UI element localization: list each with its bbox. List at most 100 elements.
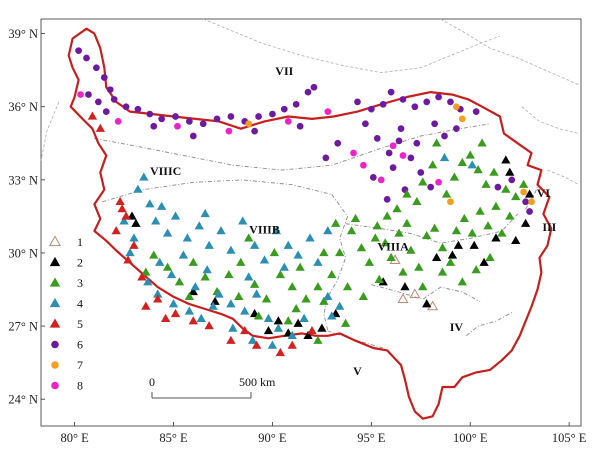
station-class-4-marker	[139, 172, 149, 181]
station-class-3-marker	[162, 262, 173, 271]
station-class-3-marker	[518, 179, 529, 188]
station-class-8-marker	[360, 161, 367, 169]
station-class-4-marker	[162, 228, 173, 237]
longitude-tick-label: 105° E	[552, 431, 587, 445]
station-class-3-marker	[489, 167, 499, 176]
station-class-3-marker	[418, 177, 428, 186]
station-class-2-marker	[505, 167, 515, 176]
station-class-4-marker	[228, 323, 238, 332]
station-class-4-marker	[293, 250, 303, 259]
legend-label-1: 1	[77, 235, 83, 249]
station-class-3-marker	[398, 267, 408, 276]
station-class-3-marker	[412, 196, 422, 205]
station-class-5-marker	[160, 313, 171, 322]
station-class-6-marker	[296, 122, 304, 130]
latitude-tick-label: 24° N	[8, 393, 38, 407]
station-class-3-marker	[335, 248, 345, 257]
station-class-5-marker	[153, 294, 163, 303]
station-class-3-marker	[501, 184, 511, 193]
station-class-4-marker	[271, 226, 282, 235]
station-class-6-marker	[269, 110, 276, 118]
legend-marker-6	[51, 340, 59, 349]
station-class-6-marker	[227, 113, 235, 120]
station-class-3-marker	[459, 213, 469, 223]
station-class-3-marker	[465, 150, 475, 159]
subregion-boundary-line	[323, 194, 349, 332]
station-class-3-marker	[418, 282, 428, 291]
station-class-2-marker	[378, 277, 388, 286]
station-class-6-marker	[354, 98, 361, 106]
station-class-7-marker	[245, 120, 253, 128]
station-class-8-marker	[435, 178, 442, 186]
station-class-2-marker	[273, 316, 284, 325]
station-class-3-marker	[382, 211, 392, 220]
region-label-vi: VI	[537, 186, 551, 200]
station-class-3-marker	[457, 157, 467, 166]
legend-marker-4	[49, 297, 61, 308]
station-class-4-marker	[263, 313, 274, 322]
station-class-4-marker	[226, 299, 236, 308]
legend-label-7: 7	[77, 358, 83, 372]
station-class-4-marker	[157, 201, 167, 210]
station-class-5-marker	[87, 111, 98, 120]
station-class-4-marker	[238, 216, 248, 225]
station-class-6-marker	[526, 208, 533, 215]
region-label-viiia: VIIIA	[377, 240, 409, 254]
station-class-3-marker	[174, 277, 185, 286]
station-class-4-marker	[335, 301, 345, 310]
station-class-3-marker	[471, 265, 481, 274]
station-class-6-marker	[199, 120, 207, 128]
station-class-4-marker	[251, 289, 262, 298]
station-class-7-marker	[520, 188, 527, 196]
station-class-6-marker	[213, 115, 221, 123]
station-class-8-marker	[225, 127, 233, 135]
station-class-6-marker	[158, 115, 166, 123]
station-class-6-marker	[255, 113, 262, 120]
station-class-5-marker	[307, 325, 317, 335]
station-class-3-marker	[402, 189, 412, 198]
station-class-3-marker	[244, 233, 254, 242]
station-class-3-marker	[224, 269, 234, 279]
station-class-3-marker	[188, 257, 198, 266]
region-label-iii: III	[542, 220, 556, 234]
station-class-6-marker	[146, 110, 154, 118]
station-class-3-marker	[402, 218, 412, 227]
station-class-8-marker	[114, 117, 122, 125]
legend-marker-8	[51, 381, 59, 390]
legend-label-2: 2	[77, 256, 83, 270]
station-class-2-marker	[511, 235, 521, 244]
station-class-4-marker	[133, 184, 143, 193]
station-class-3-marker	[386, 252, 396, 262]
station-class-5-marker	[129, 240, 139, 249]
station-class-3-marker	[358, 291, 369, 301]
station-class-4-marker	[196, 313, 206, 322]
station-class-6-marker	[413, 139, 421, 147]
station-class-4-marker	[190, 282, 200, 291]
station-class-3-marker	[313, 282, 323, 291]
station-class-8-marker	[284, 117, 292, 125]
station-class-6-marker	[453, 125, 460, 133]
legend-label-3: 3	[77, 276, 83, 290]
region-label-iv: IV	[450, 320, 464, 334]
longitude-ticks: 80° E 85° E 90° E 95° E 100° E 105° E	[60, 422, 587, 445]
station-class-4-marker	[194, 221, 204, 230]
station-class-4-marker	[267, 340, 278, 349]
station-class-4-marker	[145, 199, 155, 208]
station-class-6-marker	[172, 113, 179, 120]
station-class-4-marker	[178, 250, 189, 259]
station-class-5-marker	[240, 325, 250, 335]
station-class-3-marker	[428, 160, 438, 169]
station-class-4-marker	[184, 306, 194, 315]
legend-marker-7	[51, 361, 59, 369]
station-class-5-marker	[251, 340, 262, 349]
station-class-2-marker	[303, 330, 313, 340]
region-label-v: V	[353, 364, 362, 378]
station-class-4-marker	[273, 323, 284, 332]
region-label-viiib: VIIIB	[249, 222, 280, 236]
longitude-tick-label: 90° E	[258, 431, 287, 445]
station-class-5-marker	[115, 196, 125, 205]
station-class-6-marker	[251, 127, 258, 135]
station-class-6-marker	[399, 96, 407, 103]
station-class-3-marker	[445, 257, 456, 266]
station-class-6-marker	[389, 164, 397, 172]
